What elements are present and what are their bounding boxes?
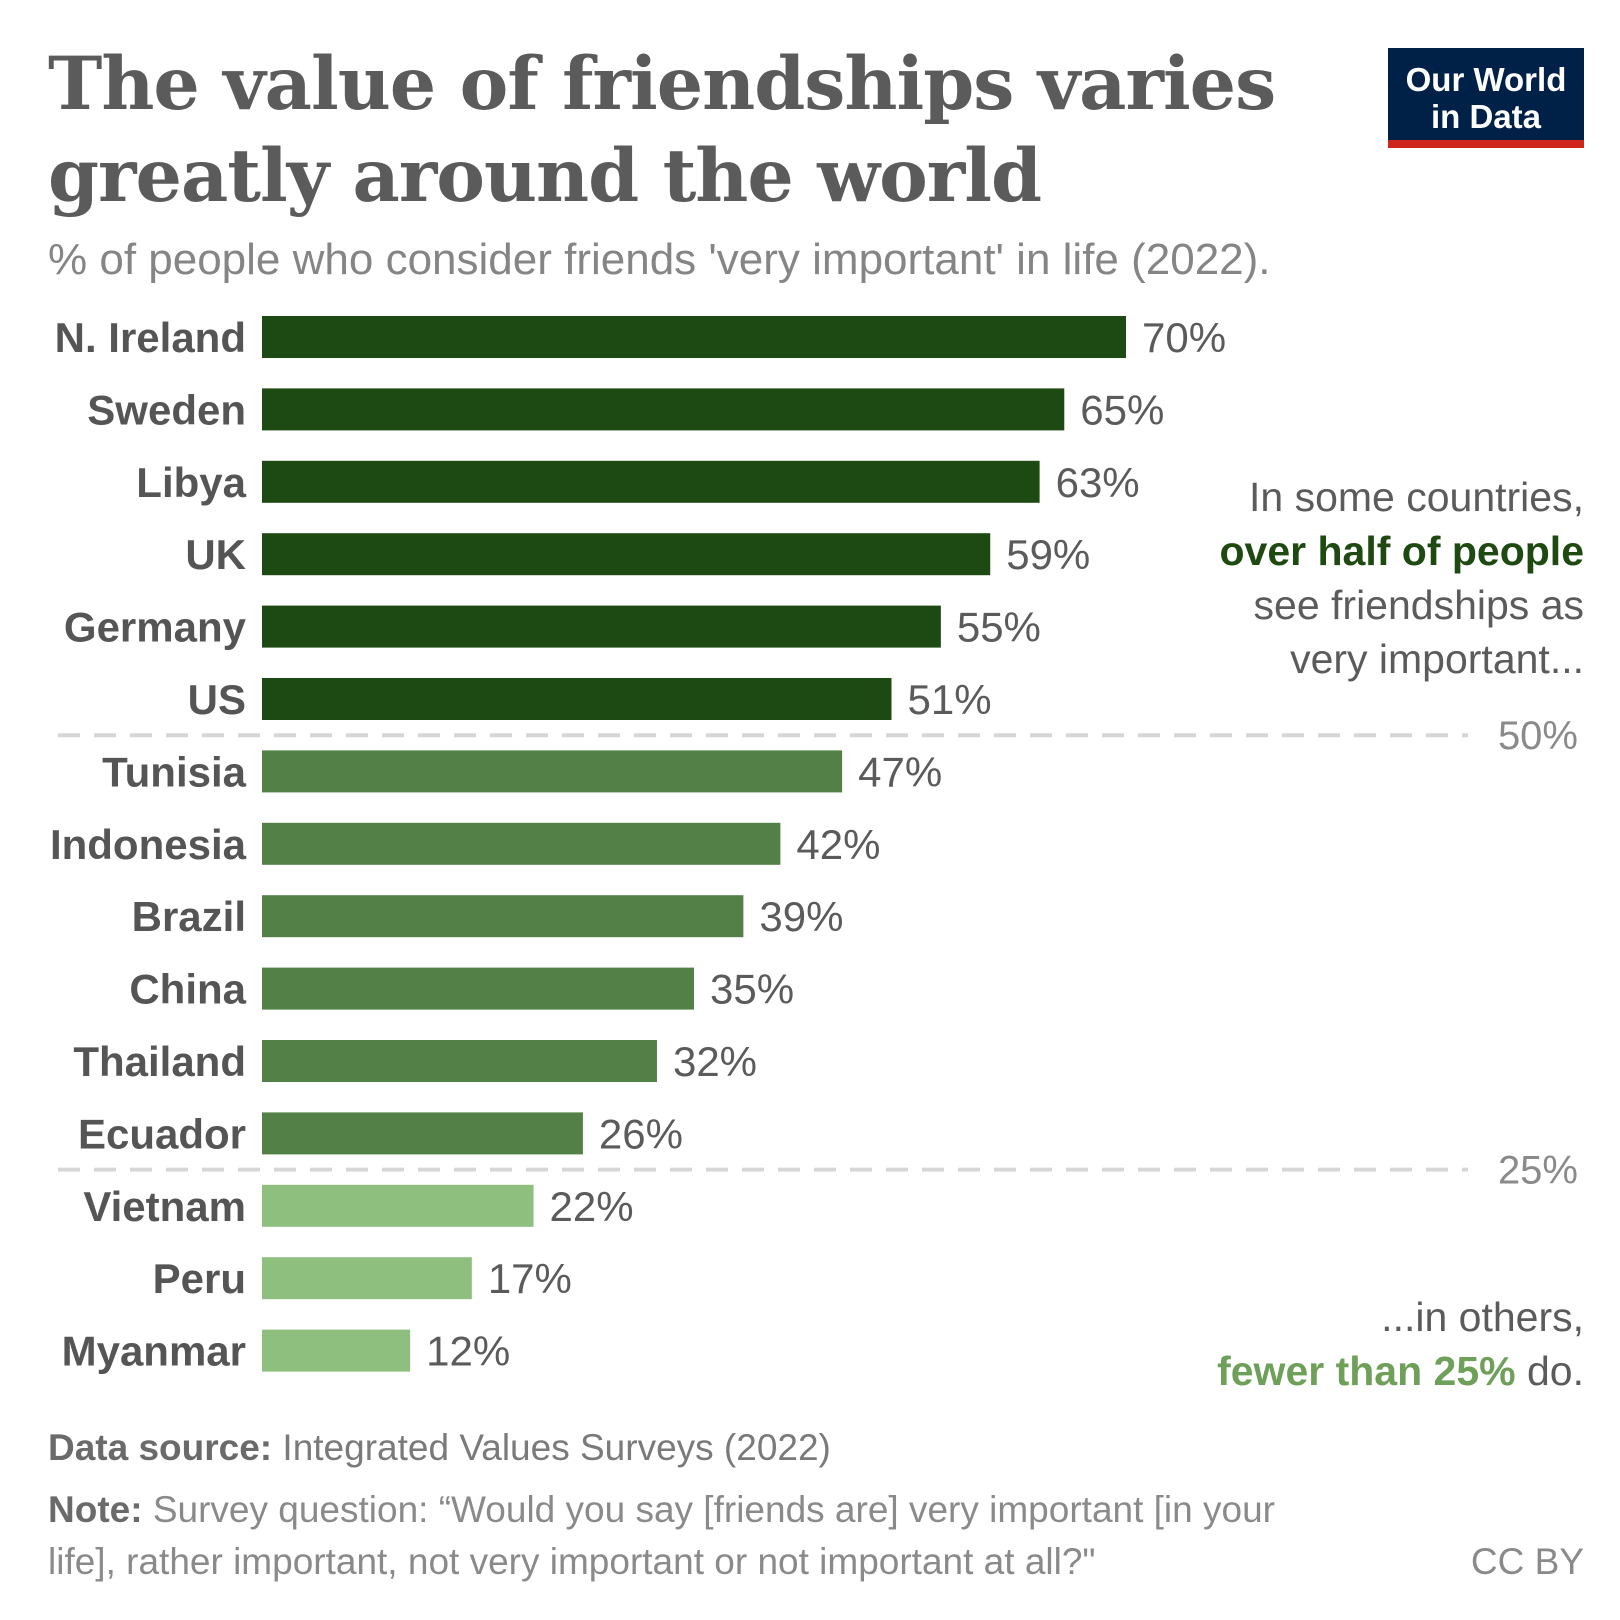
annotation-bottom-emphasis: fewer than 25%	[1217, 1348, 1516, 1394]
annotation-over-half: In some countries, over half of people s…	[1220, 470, 1585, 686]
annotation-bottom-line-1: ...in others,	[1381, 1294, 1584, 1340]
category-label: China	[129, 966, 246, 1013]
category-label: Indonesia	[50, 821, 247, 868]
owid-logo[interactable]: Our World in Data	[1388, 48, 1584, 148]
source-label: Data source:	[48, 1427, 273, 1468]
bar	[262, 1184, 534, 1227]
category-label: Vietnam	[83, 1183, 246, 1230]
bar	[262, 1040, 657, 1082]
category-label: Thailand	[73, 1038, 246, 1085]
bar-chart: N. Ireland 70% Sweden 65% Libya 63% UK 59% Germa…	[50, 314, 1578, 1375]
value-label: 55%	[957, 604, 1041, 651]
bar	[262, 316, 1126, 358]
bar	[262, 678, 892, 720]
bar	[262, 1112, 583, 1155]
value-label: 12%	[426, 1328, 510, 1375]
annotation-under-quarter: ...in others, fewer than 25% do.	[1217, 1290, 1584, 1398]
value-label: 35%	[710, 966, 794, 1013]
annotation-top-line-4: very important...	[1290, 636, 1584, 682]
annotation-top-line-1: In some countries,	[1249, 474, 1584, 520]
value-label: 51%	[907, 676, 991, 723]
value-label: 22%	[550, 1183, 634, 1230]
data-source: Data source: Integrated Values Surveys (…	[48, 1424, 831, 1472]
category-label: Libya	[136, 459, 246, 506]
chart-title: The value of friendships varies greatly …	[48, 41, 1276, 219]
value-label: 59%	[1006, 531, 1090, 578]
annotation-top-emphasis: over half of people	[1219, 528, 1585, 574]
logo-line-1: Our World	[1405, 61, 1567, 98]
category-label: Myanmar	[62, 1328, 246, 1375]
bar	[262, 822, 781, 865]
threshold-label: 25%	[1498, 1149, 1578, 1193]
bar	[262, 460, 1040, 503]
bar	[262, 533, 991, 576]
value-label: 70%	[1142, 314, 1226, 361]
category-label: Sweden	[87, 386, 246, 433]
bar	[262, 605, 941, 648]
category-label: Brazil	[132, 893, 246, 940]
category-label: Tunisia	[102, 748, 247, 795]
value-label: 42%	[796, 821, 880, 868]
note-text: Survey question: “Would you say [friends…	[48, 1489, 1275, 1582]
bar	[262, 895, 744, 938]
license[interactable]: CC BY	[1470, 1541, 1584, 1582]
category-label: N. Ireland	[55, 314, 246, 361]
annotation-bottom-tail: do.	[1527, 1348, 1584, 1394]
chart-subtitle: % of people who consider friends 'very i…	[48, 235, 1271, 284]
category-label: UK	[185, 531, 246, 578]
bar	[262, 1257, 472, 1300]
survey-note: Note: Survey question: “Would you say [f…	[48, 1484, 1348, 1588]
bar	[262, 967, 694, 1010]
value-label: 65%	[1080, 386, 1164, 433]
category-label: Ecuador	[78, 1110, 246, 1157]
threshold-label: 50%	[1498, 714, 1578, 758]
category-label: US	[188, 676, 246, 723]
value-label: 39%	[759, 893, 843, 940]
logo-line-2: in Data	[1430, 98, 1542, 135]
value-label: 17%	[488, 1255, 572, 1302]
note-label: Note:	[48, 1489, 143, 1530]
annotation-top-line-3: see friendships as	[1253, 582, 1584, 628]
value-label: 32%	[673, 1038, 757, 1085]
category-label: Peru	[153, 1255, 246, 1302]
bar	[262, 388, 1065, 431]
source-text: Integrated Values Surveys (2022)	[282, 1427, 831, 1468]
value-label: 47%	[858, 748, 942, 795]
category-label: Germany	[64, 604, 247, 651]
value-label: 26%	[599, 1110, 683, 1157]
bar	[262, 750, 843, 793]
bar	[262, 1329, 411, 1372]
value-label: 63%	[1056, 459, 1140, 506]
